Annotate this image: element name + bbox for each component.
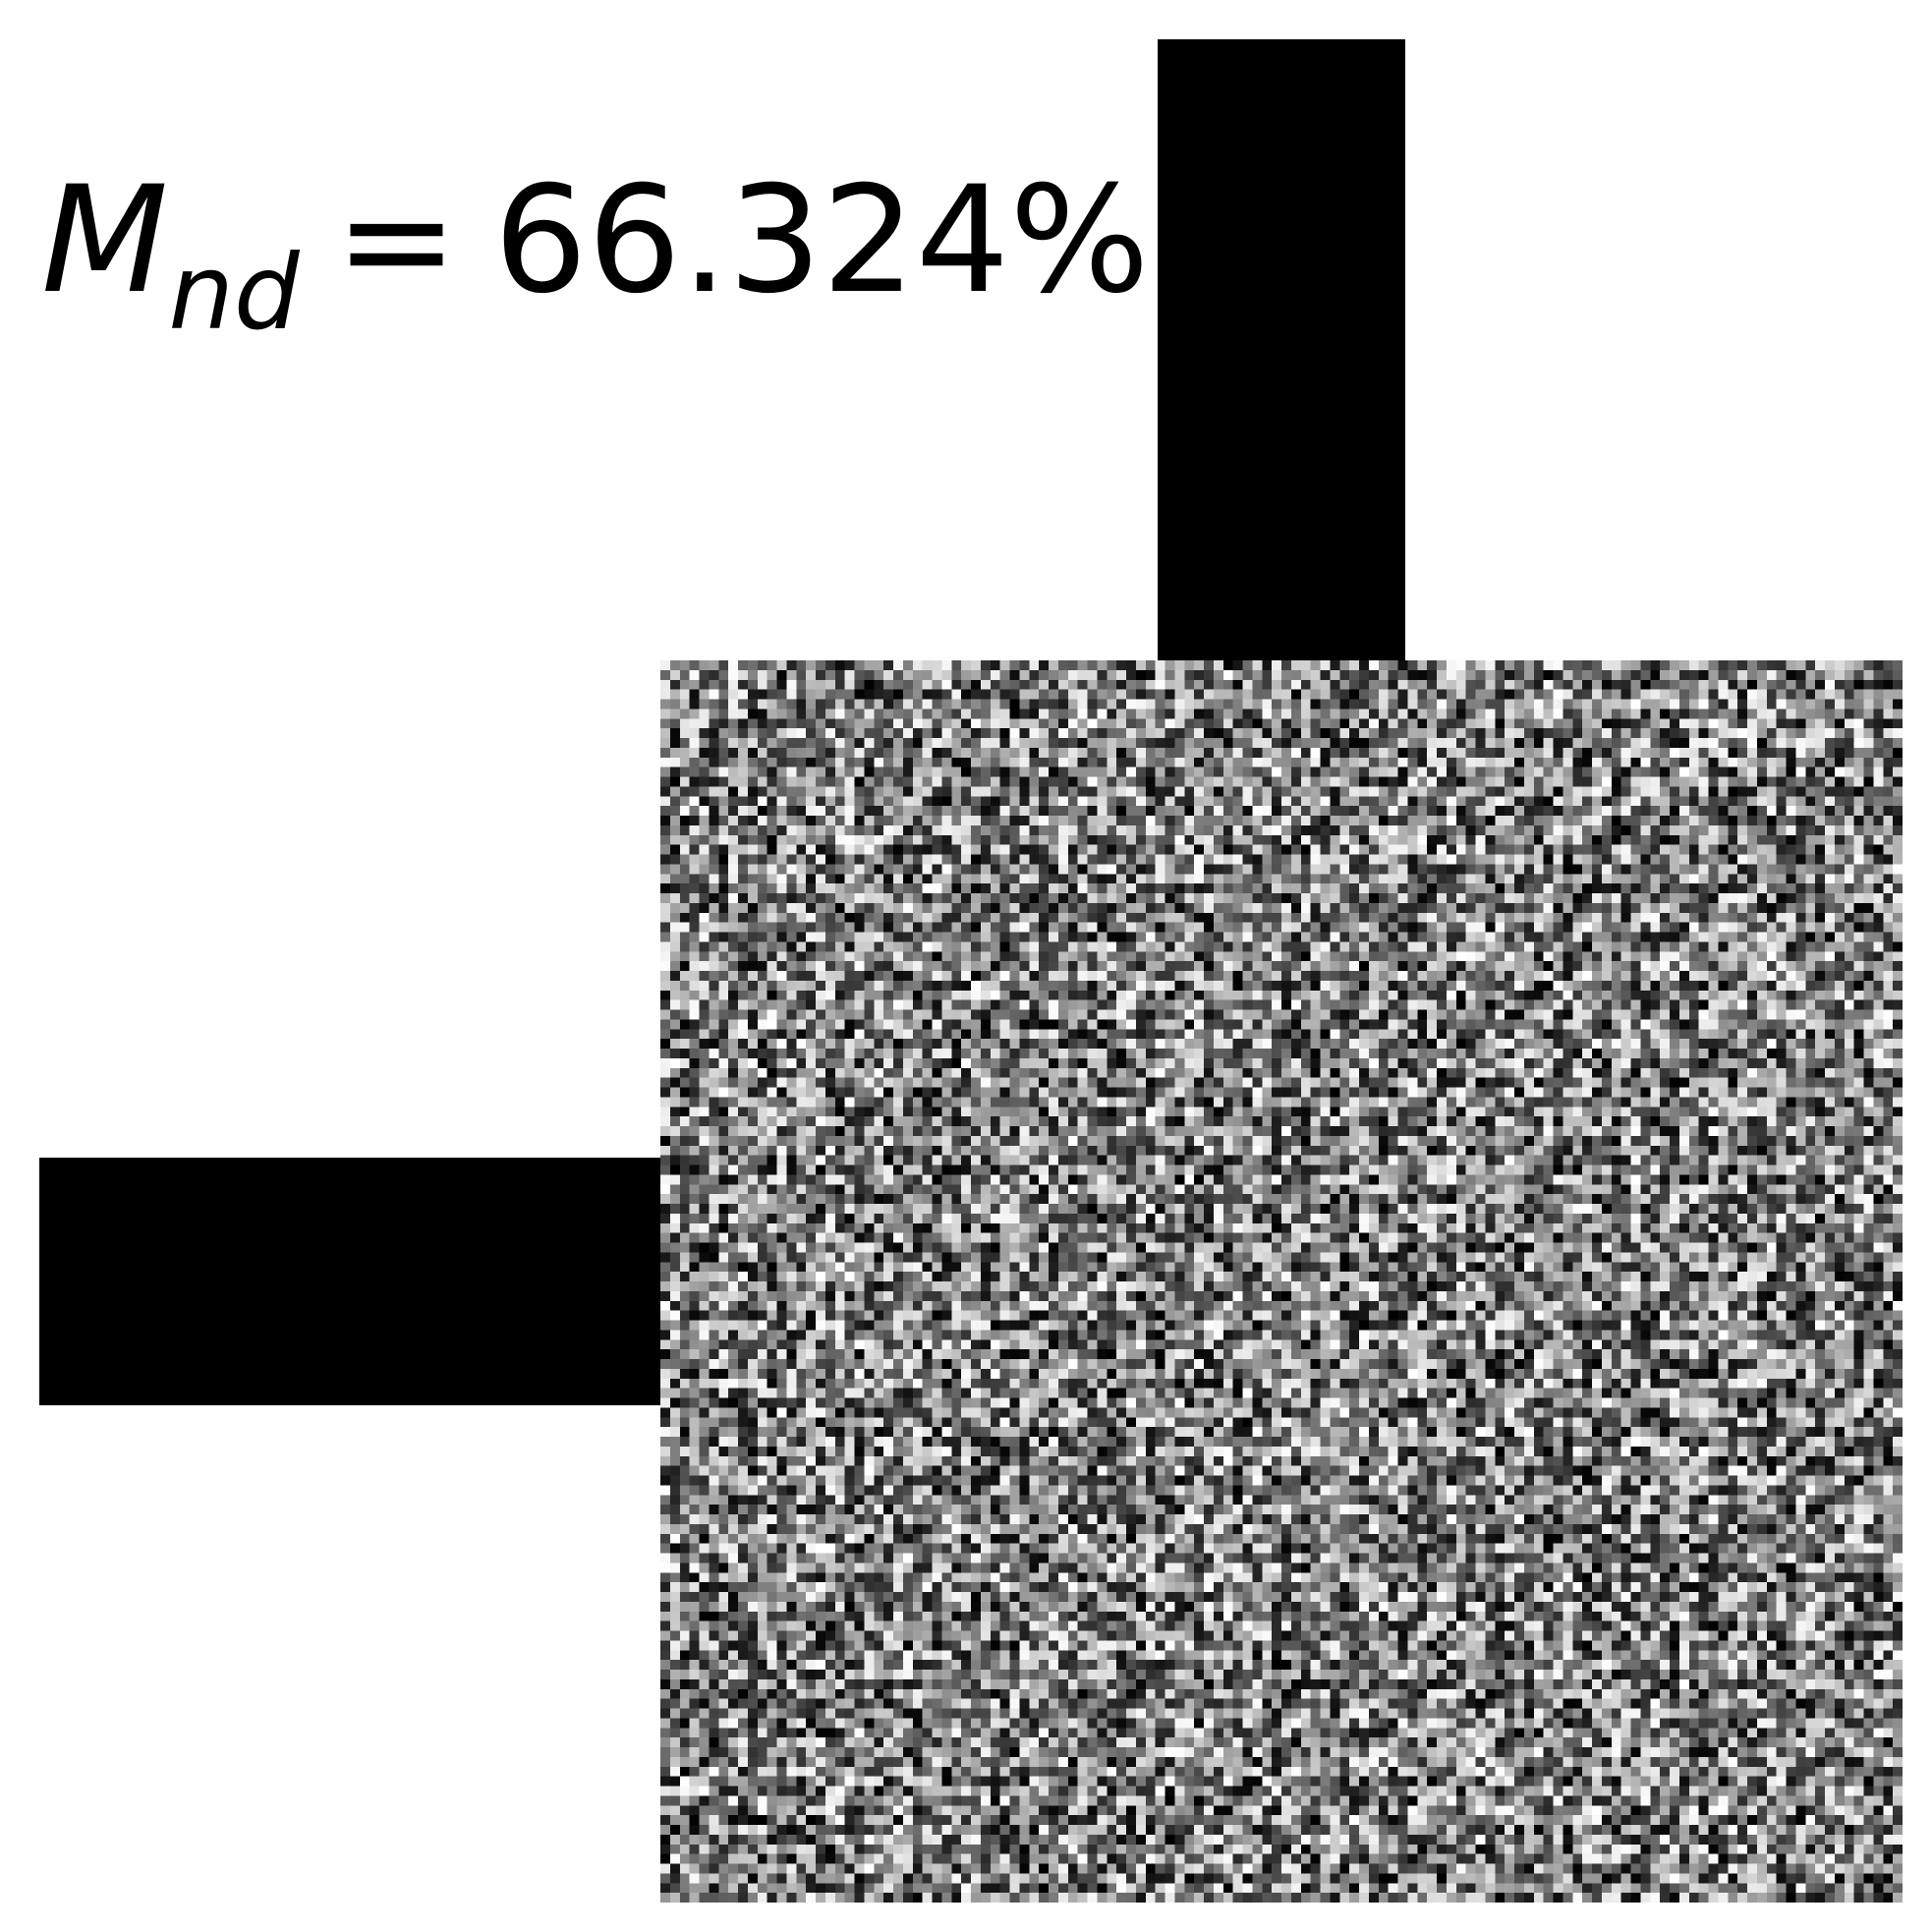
metric-value: 66.324% [493, 155, 1150, 326]
metric-symbol: M [41, 155, 169, 326]
top-bar [1158, 39, 1405, 660]
left-bar [39, 1158, 660, 1405]
metric-label: Mnd = 66.324% [41, 167, 1150, 345]
noise-image [660, 660, 1903, 1903]
metric-subscript: nd [168, 233, 300, 353]
metric-operator: = [334, 155, 459, 326]
